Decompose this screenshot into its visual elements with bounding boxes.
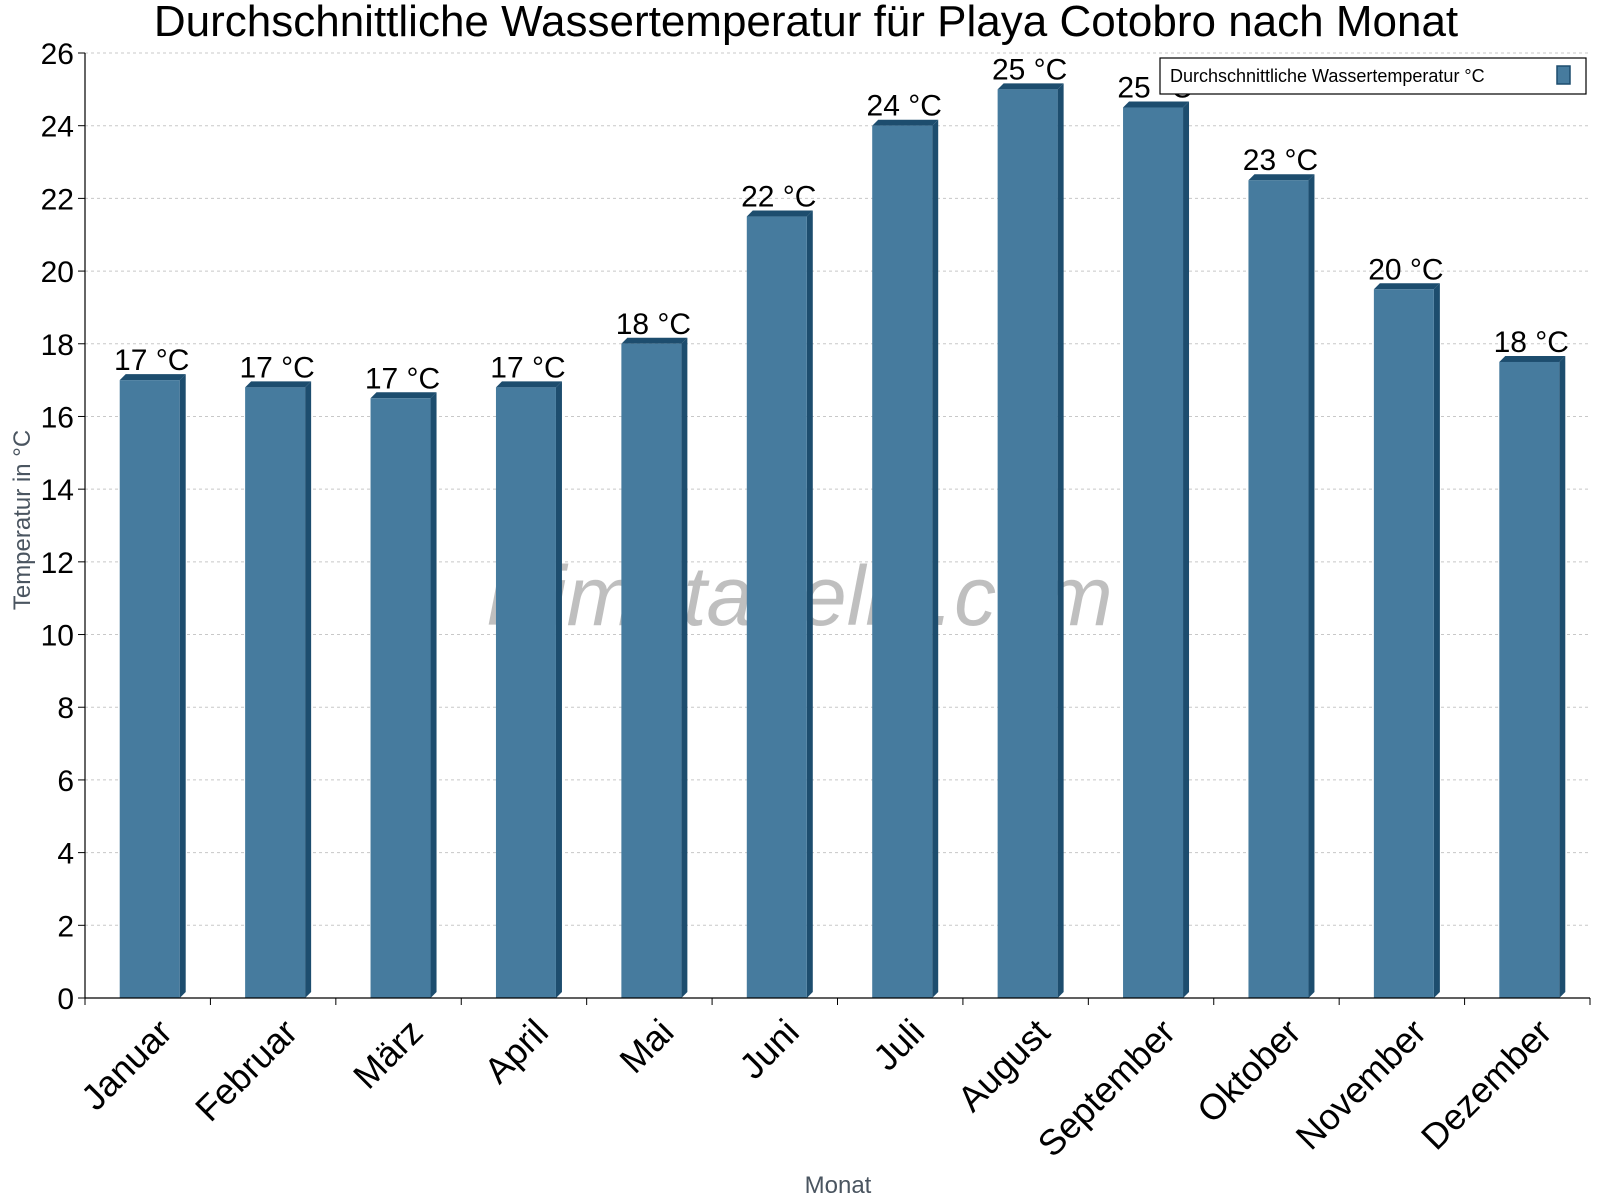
y-axis-title: Temperatur in °C [9,430,36,610]
x-tick-label: Februar [187,1011,305,1129]
bar [119,374,186,999]
y-tick-label: 16 [41,401,74,434]
legend-label: Durchschnittliche Wassertemperatur °C [1170,66,1485,86]
bar-front [746,216,807,999]
data-label: 17 °C [365,362,440,395]
bar-side [555,381,562,998]
bar-top [1123,101,1190,108]
bar-front [997,89,1058,999]
y-tick-label: 6 [57,765,74,798]
bar-front [1248,180,1309,998]
bar [1373,283,1440,998]
y-tick-label: 0 [57,983,74,1016]
bar-top [1373,283,1440,290]
y-tick-label: 24 [41,111,74,144]
x-tick-label: Dezember [1413,1011,1559,1157]
bar-front [872,125,933,998]
data-label: 18 °C [1494,326,1569,359]
gridlines [85,52,1590,926]
bar-side [1057,83,1064,999]
x-tick-label: Juni [731,1011,807,1087]
chart-title: Durchschnittliche Wassertemperatur für P… [154,0,1458,46]
x-tick-label: April [476,1011,556,1091]
y-tick-label: 8 [57,692,74,725]
bar-front [1499,361,1560,998]
bar-side [806,210,813,999]
bar [872,119,939,998]
y-tick-label: 26 [41,38,74,71]
bar-top [621,337,688,344]
data-label: 20 °C [1368,253,1443,286]
x-tick-label: August [949,1011,1057,1119]
x-tick-labels: Januar Februar März April Mai Juni Juli AugustS… [73,1011,1559,1165]
bar-front [1123,107,1184,999]
bar [245,381,312,998]
bar-front [245,387,306,998]
y-tick-label: 22 [41,183,74,216]
x-tick-label: September [1030,1011,1184,1165]
bar-top [245,381,312,388]
bar-side [179,374,186,999]
y-tick-label: 4 [57,838,74,871]
bar-top [370,392,437,399]
bar-top [1248,174,1315,181]
bar [1499,355,1566,998]
bar [997,83,1064,999]
data-label: 17 °C [239,351,314,384]
data-label: 24 °C [867,90,942,123]
bar-front [495,387,556,998]
bar-top [872,119,939,126]
x-tick-label: November [1288,1011,1434,1157]
y-tick-label: 18 [41,329,74,362]
bar-side [681,337,688,998]
bar-top [119,374,186,381]
bar-side [430,392,437,998]
x-tick-label: Oktober [1189,1011,1309,1131]
x-tick-label: Juli [865,1011,932,1078]
legend-swatch [1556,65,1571,85]
data-label: 17 °C [114,344,189,377]
bar [1248,174,1315,998]
bar-top [1499,355,1566,362]
legend: Durchschnittliche Wassertemperatur °C [1159,57,1587,95]
bar-side [1559,355,1566,998]
bar [1123,101,1190,999]
bar-top [495,381,562,388]
bar-top [746,210,813,217]
bar [370,392,437,998]
data-label: 23 °C [1243,144,1318,177]
bar-side [1308,174,1315,998]
y-tick-label: 2 [57,910,74,943]
bars [119,83,1566,999]
bar-side [1433,283,1440,998]
bar-top [997,83,1064,90]
bar [495,381,562,998]
axes [78,52,1591,1005]
bar-front [119,380,180,999]
bar [621,337,688,998]
legend-box [1159,57,1587,95]
bar-front [1373,289,1434,998]
y-tick-label: 20 [41,256,74,289]
bar [746,210,813,999]
bar-side [305,381,312,998]
data-label: 25 °C [992,53,1067,86]
y-tick-label: 12 [41,547,74,580]
bar-side [932,119,939,998]
bar-front [621,343,682,998]
x-tick-label: März [345,1011,431,1097]
bar-side [1183,101,1190,999]
y-tick-label: 14 [41,474,74,507]
bar-front [370,398,431,998]
x-axis-title: Monat [805,1172,872,1199]
x-tick-label: Mai [611,1011,681,1081]
data-label: 18 °C [616,308,691,341]
x-tick-label: Januar [73,1011,180,1118]
data-label: 22 °C [741,181,816,214]
data-labels: 17 °C 17 °C 17 °C 17 °C 18 °C 22 °C 24 °C 25 °C… [114,53,1569,395]
y-tick-label: 10 [41,620,74,653]
data-label: 17 °C [490,351,565,384]
